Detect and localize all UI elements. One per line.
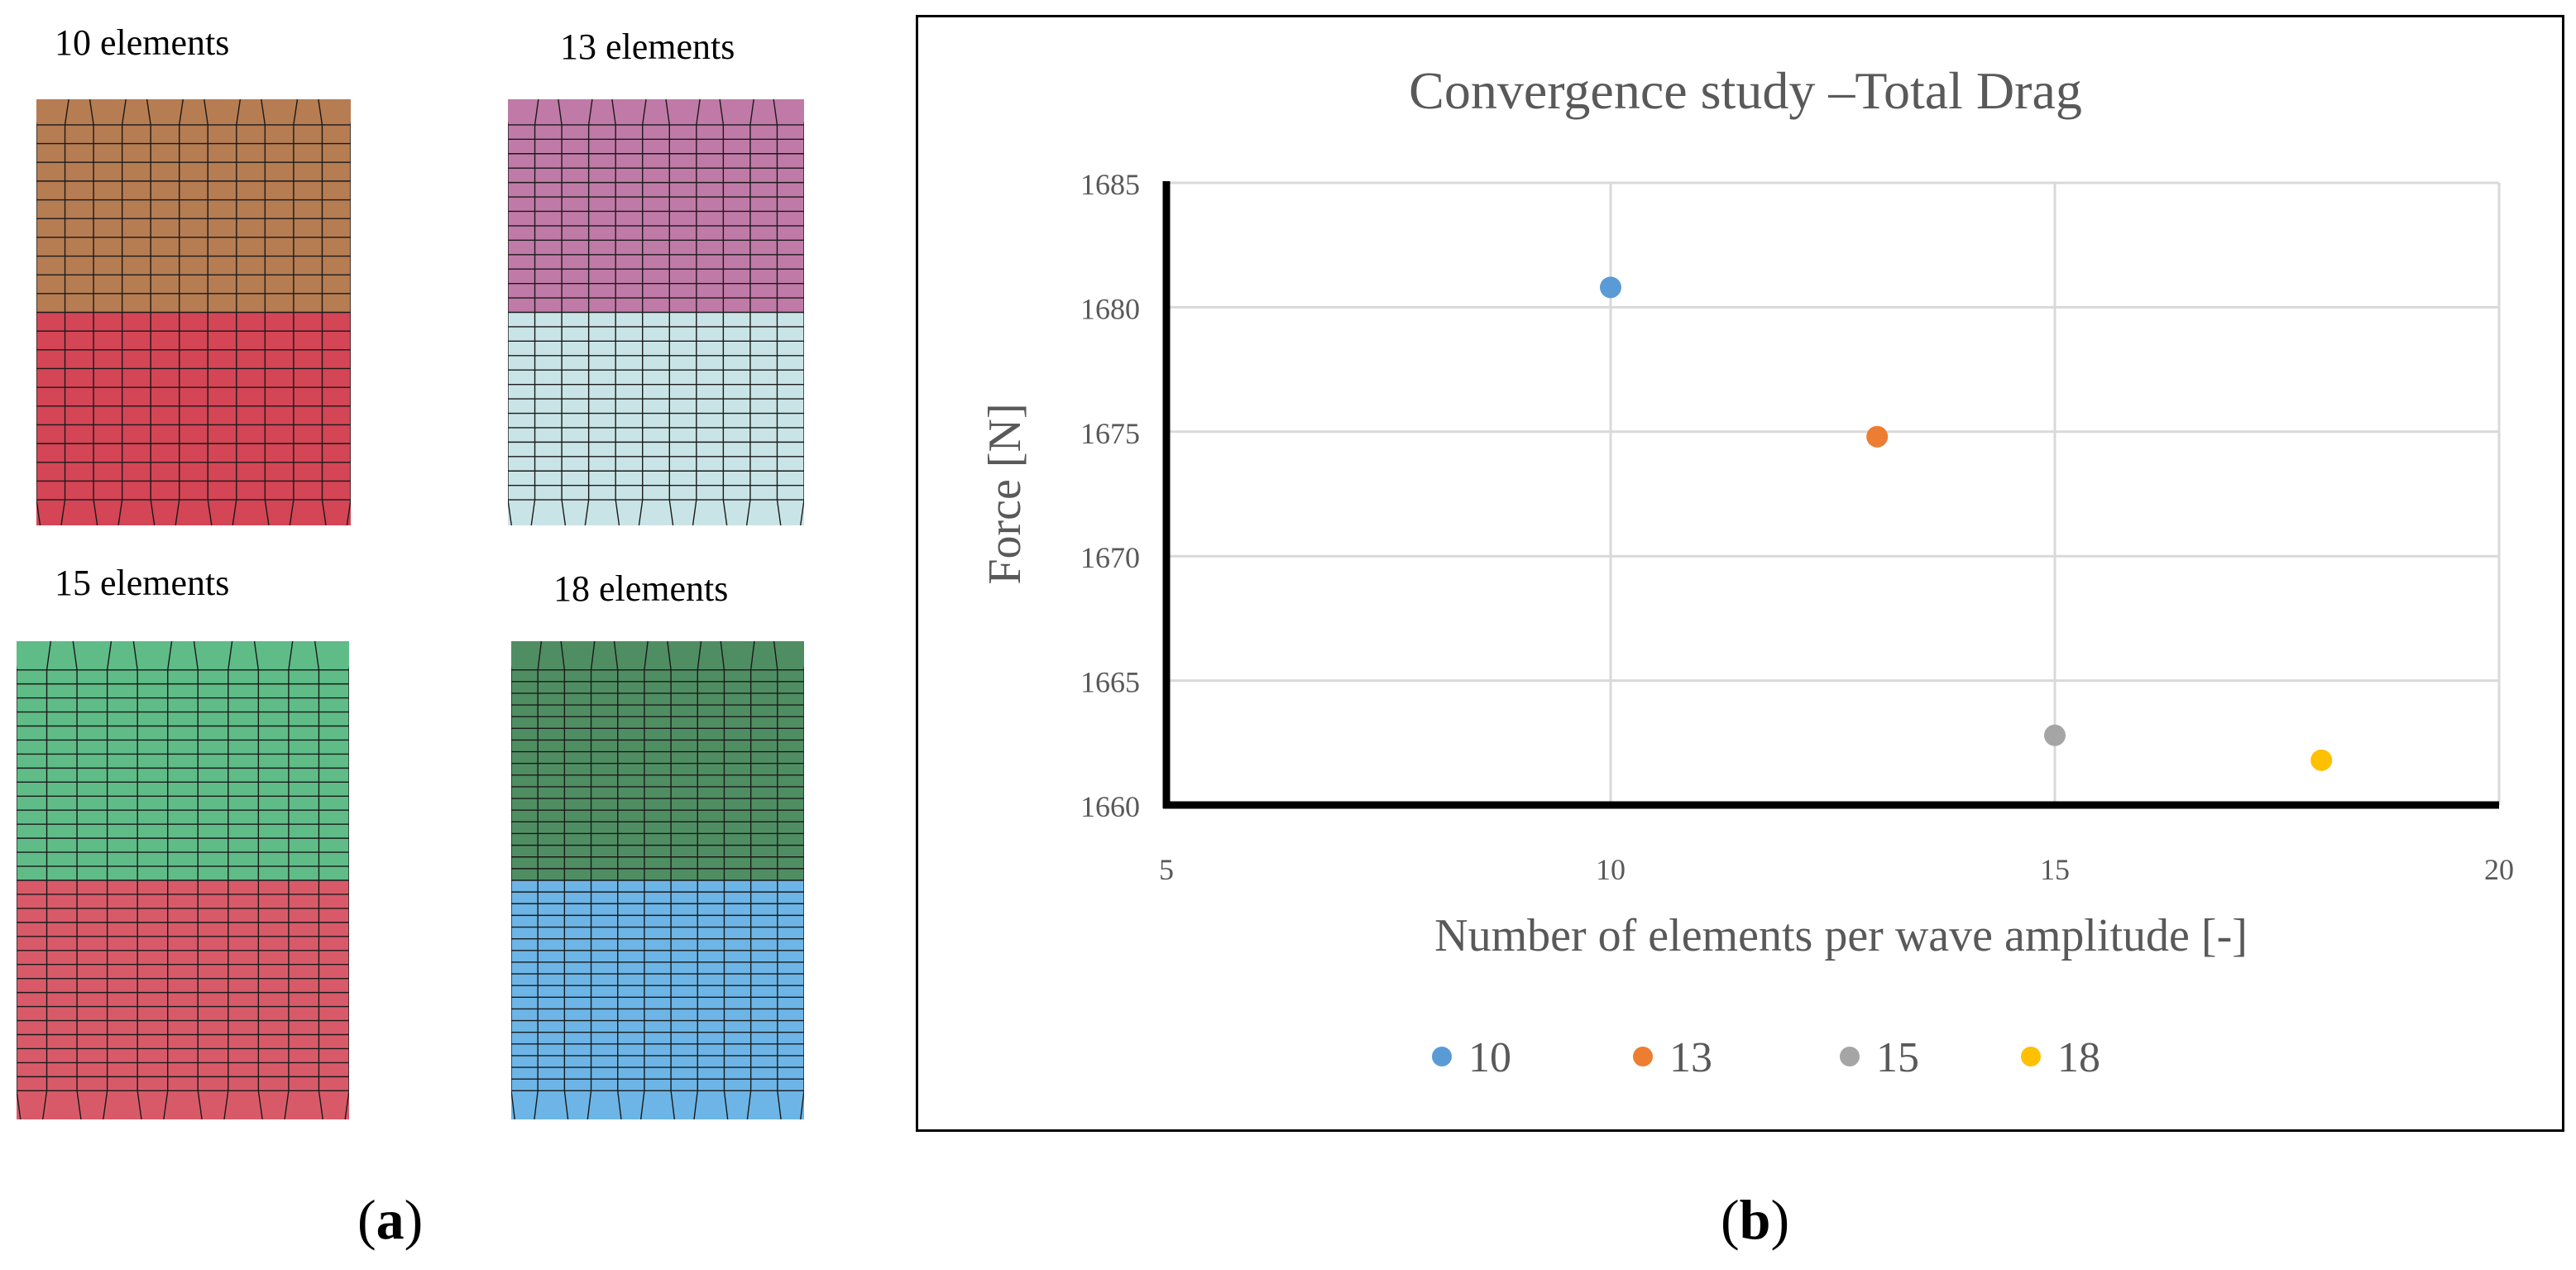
data-point-13: [1866, 425, 1889, 448]
mesh-bottom-region: [508, 312, 804, 525]
chart-frame: 1660 1665 1670 1675 1680 1685 5 10 15 20 Convergen…: [916, 15, 2564, 1132]
legend-marker-18: [2021, 1047, 2041, 1066]
x-tick-label: 10: [1596, 853, 1626, 886]
x-axis-title: Number of elements per wave amplitude [-…: [1434, 910, 2248, 961]
data-point-18: [2310, 749, 2333, 771]
legend-label-10: 10: [1468, 1034, 1511, 1081]
data-point-10: [1600, 276, 1621, 299]
y-tick-label: 1660: [1080, 790, 1140, 823]
y-tick-label: 1670: [1080, 541, 1140, 574]
panel-label-b: (b): [1721, 1188, 1790, 1251]
mesh-top-region: [508, 99, 804, 313]
mesh-bottom-region: [17, 880, 349, 1119]
mesh-grid: [36, 99, 351, 525]
mesh-top-region: [17, 641, 349, 880]
x-tick-label: 15: [2040, 853, 2070, 886]
legend-label-15: 15: [1876, 1034, 1919, 1081]
convergence-chart: 1660 1665 1670 1675 1680 1685 5 10 15 20 Convergen…: [979, 61, 2514, 1081]
mesh-image-15-elements: [17, 641, 349, 1119]
mesh-image-13-elements: [508, 99, 804, 525]
mesh-label-13: 13 elements: [560, 26, 735, 67]
mesh-label-10: 10 elements: [55, 22, 230, 63]
mesh-label-15: 15 elements: [55, 563, 230, 603]
y-axis-title: Force [N]: [979, 403, 1031, 584]
mesh-bottom-region: [36, 312, 351, 525]
y-tick-label: 1665: [1080, 666, 1140, 699]
legend-label-13: 13: [1669, 1034, 1712, 1081]
legend-marker-15: [1840, 1047, 1860, 1066]
y-tick-label: 1680: [1080, 292, 1140, 325]
data-point-15: [2044, 724, 2066, 746]
mesh-image-18-elements: [511, 641, 804, 1119]
x-tick-label: 20: [2484, 853, 2514, 886]
legend-label-18: 18: [2057, 1034, 2100, 1081]
x-tick-label: 5: [1159, 853, 1174, 886]
mesh-grid: [17, 641, 349, 1119]
mesh-image-10-elements: [36, 99, 351, 525]
y-tick-label: 1685: [1080, 168, 1140, 201]
panel-label-a: (a): [357, 1188, 424, 1251]
mesh-top-region: [511, 641, 804, 880]
mesh-label-18: 18 elements: [553, 568, 729, 609]
mesh-grid: [508, 99, 804, 525]
legend-marker-13: [1633, 1047, 1653, 1066]
y-tick-label: 1675: [1080, 417, 1140, 450]
mesh-grid: [511, 641, 804, 1119]
mesh-top-region: [36, 99, 351, 313]
chart-title: Convergence study –Total Drag: [1409, 61, 2082, 120]
legend-marker-10: [1432, 1047, 1452, 1066]
mesh-bottom-region: [511, 880, 804, 1119]
